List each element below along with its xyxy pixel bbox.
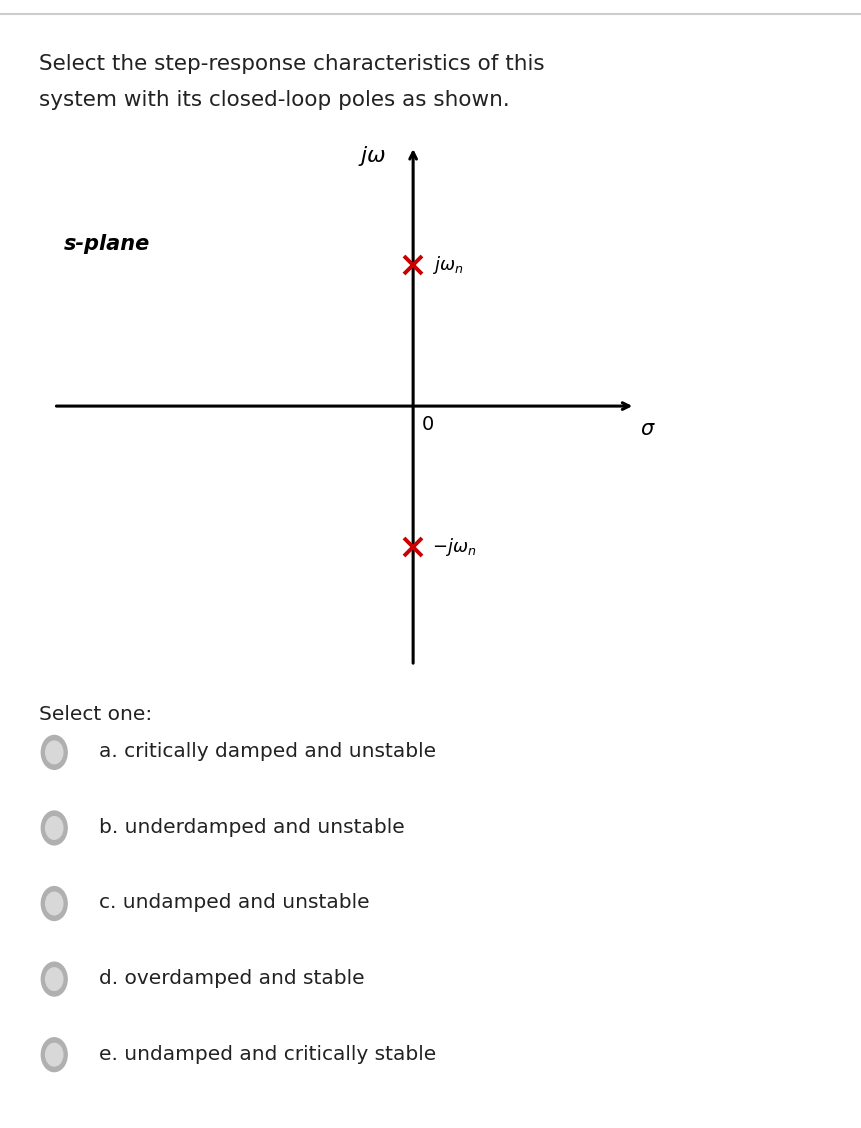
Text: s-plane: s-plane [65,233,151,254]
Text: e. undamped and critically stable: e. undamped and critically stable [99,1045,437,1064]
Text: $\sigma$: $\sigma$ [641,420,656,439]
Text: c. undamped and unstable: c. undamped and unstable [99,893,369,913]
Text: 0: 0 [422,415,434,434]
Text: d. overdamped and stable: d. overdamped and stable [99,969,365,988]
Text: Select the step-response characteristics of this: Select the step-response characteristics… [39,54,544,74]
Text: system with its closed-loop poles as shown.: system with its closed-loop poles as sho… [39,90,510,111]
Text: $-j\omega_n$: $-j\omega_n$ [432,536,476,558]
Text: a. critically damped and unstable: a. critically damped and unstable [99,742,437,761]
Text: $j\omega_n$: $j\omega_n$ [432,254,463,276]
Text: $j\omega$: $j\omega$ [358,144,387,168]
Text: b. underdamped and unstable: b. underdamped and unstable [99,818,405,837]
Text: Select one:: Select one: [39,705,152,724]
